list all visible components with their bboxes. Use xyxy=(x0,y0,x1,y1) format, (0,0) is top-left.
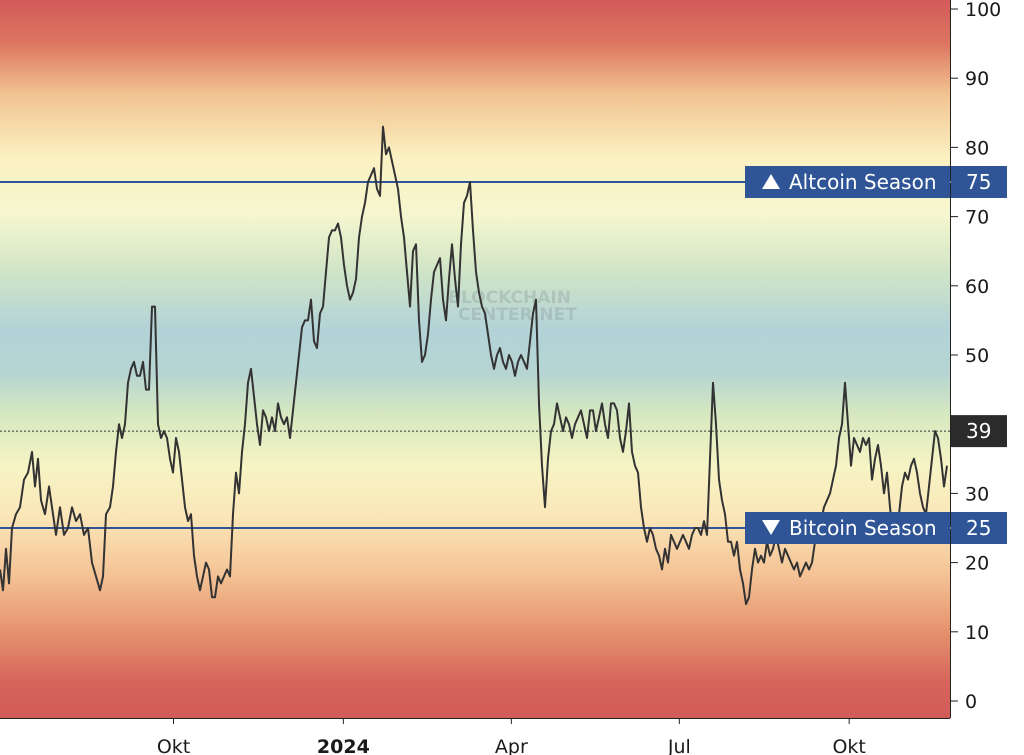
y-tick-label: 20 xyxy=(965,553,989,575)
x-tick-label: 2024 xyxy=(317,736,370,755)
y-tick-label: 50 xyxy=(965,345,989,367)
y-tick-label: 0 xyxy=(965,691,977,713)
y-tick-label: 70 xyxy=(965,207,989,229)
current-value-label: 39 xyxy=(966,419,991,443)
x-axis-ticks: Okt 2024 Apr Jul Okt xyxy=(157,718,866,755)
current-value-background xyxy=(951,415,1007,448)
current-value-badge: 39 xyxy=(951,415,1007,448)
badge-value: 25 xyxy=(966,516,991,540)
y-tick-label: 80 xyxy=(965,137,989,159)
threshold-badges: Altcoin Season 75 Bitcoin Season 25 39 xyxy=(745,166,1007,544)
y-tick-label: 60 xyxy=(965,276,989,298)
series-line xyxy=(0,125,948,606)
watermark: BLOCKCHAIN CENTER.NET xyxy=(448,288,577,325)
badge-label: Altcoin Season xyxy=(789,170,937,194)
series-layer xyxy=(0,125,948,606)
badge-value-background xyxy=(951,166,1007,198)
altcoin-season-badge: Altcoin Season 75 xyxy=(745,166,1007,198)
badge-label: Bitcoin Season xyxy=(789,516,937,540)
y-tick-label: 100 xyxy=(965,0,1001,21)
triangle-down-icon xyxy=(762,520,780,535)
badge-value: 75 xyxy=(966,170,991,194)
y-tick-label: 10 xyxy=(965,622,989,644)
xaxis-background xyxy=(0,718,1024,755)
plot-background xyxy=(0,0,950,718)
axis-background xyxy=(950,0,1024,755)
y-tick-label: 90 xyxy=(965,68,989,90)
x-tick-label: Okt xyxy=(157,736,190,755)
badge-value-background xyxy=(951,512,1007,544)
badge-background xyxy=(745,166,950,198)
triangle-up-icon xyxy=(762,174,780,189)
x-tick-label: Jul xyxy=(667,736,691,755)
badge-background xyxy=(745,512,950,544)
x-tick-label: Okt xyxy=(832,736,865,755)
x-tick-label: Apr xyxy=(495,736,528,755)
watermark-line-2: CENTER.NET xyxy=(458,305,577,325)
y-tick-label: 30 xyxy=(965,483,989,505)
bitcoin-season-badge: Bitcoin Season 25 xyxy=(745,512,1007,544)
